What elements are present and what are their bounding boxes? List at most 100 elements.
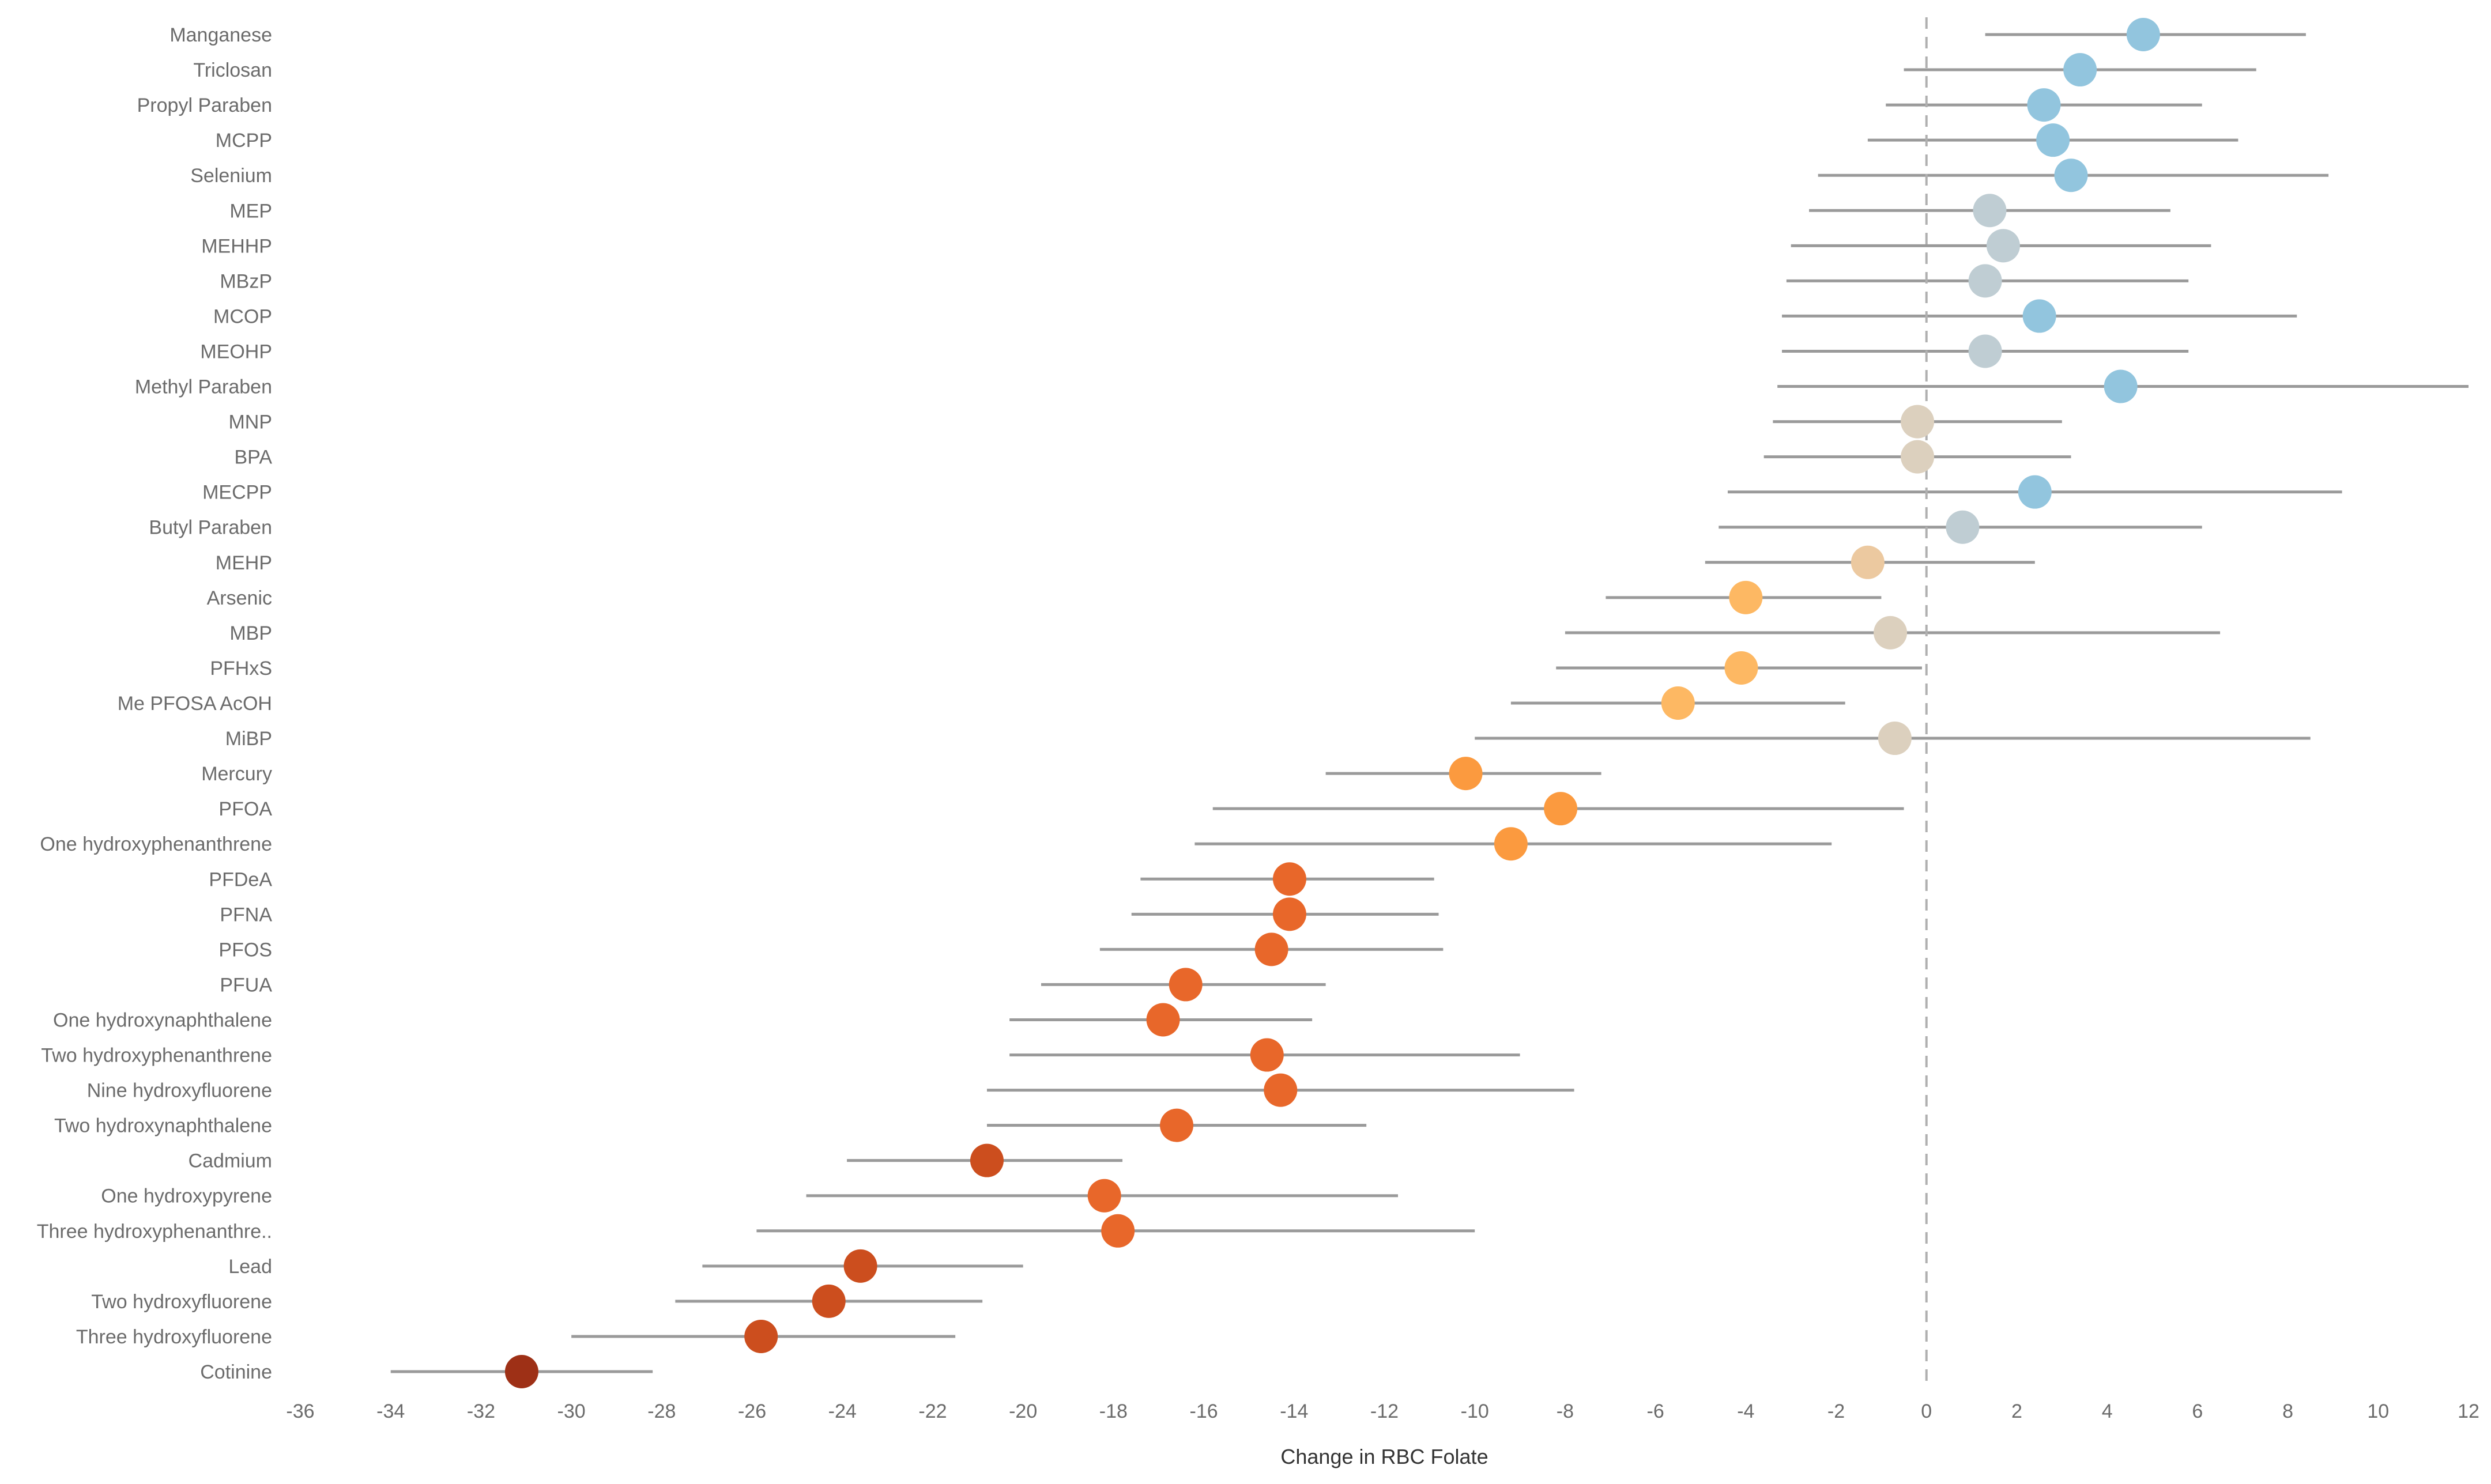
x-tick-label: -2 — [1827, 1400, 1845, 1422]
estimate-dot[interactable] — [1264, 1073, 1298, 1107]
x-tick-label: -30 — [557, 1400, 586, 1422]
category-label: Two hydroxyphenanthrene — [41, 1045, 272, 1067]
x-tick-label: -36 — [286, 1400, 314, 1422]
category-label: Three hydroxyfluorene — [76, 1326, 272, 1348]
x-tick-label: -12 — [1370, 1400, 1399, 1422]
estimate-dot[interactable] — [2054, 158, 2088, 192]
category-label: MEHP — [216, 552, 272, 574]
estimate-dot[interactable] — [744, 1319, 778, 1353]
estimate-dot[interactable] — [1087, 1179, 1121, 1213]
x-tick-label: -22 — [918, 1400, 947, 1422]
category-label: Lead — [228, 1256, 272, 1278]
estimate-dot[interactable] — [2022, 299, 2056, 333]
x-tick-label: -4 — [1737, 1400, 1754, 1422]
category-label: MiBP — [225, 728, 272, 750]
category-label: MECPP — [202, 482, 272, 504]
estimate-dot[interactable] — [1254, 932, 1288, 966]
estimate-dot[interactable] — [1973, 194, 2007, 228]
x-tick-label: -6 — [1647, 1400, 1664, 1422]
category-label: MNP — [228, 411, 272, 433]
category-label: BPA — [234, 447, 272, 469]
category-label: One hydroxyphenanthrene — [40, 833, 272, 855]
estimate-points — [504, 18, 2160, 1388]
estimate-dot[interactable] — [504, 1355, 538, 1388]
estimate-dot[interactable] — [1272, 897, 1306, 931]
estimate-dot[interactable] — [2027, 88, 2061, 122]
estimate-dot[interactable] — [1250, 1038, 1284, 1072]
category-label: MEHHP — [201, 235, 272, 257]
x-tick-label: -26 — [738, 1400, 766, 1422]
category-label: PFOS — [218, 939, 272, 961]
category-label: PFHxS — [210, 658, 272, 679]
estimate-dot[interactable] — [1874, 615, 1908, 650]
x-tick-label: 12 — [2458, 1400, 2479, 1422]
estimate-dot[interactable] — [1449, 757, 1483, 791]
x-tick-label: -28 — [647, 1400, 676, 1422]
category-label: MBzP — [220, 270, 272, 292]
estimate-dot[interactable] — [1729, 580, 1763, 614]
category-label: Manganese — [169, 24, 272, 46]
category-label: Me PFOSA AcOH — [118, 693, 272, 715]
estimate-dot[interactable] — [1494, 827, 1528, 861]
x-tick-label: 6 — [2192, 1400, 2203, 1422]
category-label: Butyl Paraben — [149, 517, 272, 539]
estimate-dot[interactable] — [1901, 405, 1935, 439]
category-label: MCOP — [213, 305, 272, 327]
confidence-intervals — [390, 33, 2469, 1373]
x-tick-label: 2 — [2011, 1400, 2022, 1422]
category-label: PFOA — [218, 798, 272, 820]
estimate-dot[interactable] — [812, 1284, 846, 1318]
estimate-dot[interactable] — [1968, 264, 2002, 298]
x-tick-label: -14 — [1280, 1400, 1308, 1422]
category-labels: Manganese Triclosan Propyl Paraben MCPP Sele… — [37, 24, 273, 1383]
estimate-dot[interactable] — [1661, 686, 1695, 720]
x-tick-label: -16 — [1190, 1400, 1218, 1422]
x-tick-label: -24 — [828, 1400, 857, 1422]
category-label: Arsenic — [207, 587, 272, 609]
category-label: Two hydroxyfluorene — [91, 1291, 272, 1313]
estimate-dot[interactable] — [2104, 369, 2138, 403]
estimate-dot[interactable] — [1968, 334, 2002, 368]
estimate-dot[interactable] — [1146, 1003, 1180, 1037]
x-tick-label: 4 — [2102, 1400, 2113, 1422]
category-label: MBP — [229, 622, 272, 644]
category-label: Nine hydroxyfluorene — [87, 1080, 272, 1102]
category-label: PFUA — [220, 974, 272, 996]
category-label: Mercury — [201, 763, 272, 785]
estimate-dot[interactable] — [1878, 722, 1912, 756]
x-axis-ticks: -36 -34 -32 -30 -28 -26 -24 -22 -20 -18 -16 -14 -12-… — [286, 1400, 2479, 1422]
category-label: MCPP — [216, 130, 272, 152]
estimate-dot[interactable] — [970, 1143, 1004, 1177]
x-tick-label: -32 — [467, 1400, 495, 1422]
x-tick-label: 0 — [1921, 1400, 1932, 1422]
estimate-dot[interactable] — [1272, 862, 1306, 896]
estimate-dot[interactable] — [1724, 651, 1758, 685]
x-tick-label: -34 — [376, 1400, 405, 1422]
category-label: MEP — [229, 200, 272, 222]
category-label: Cadmium — [189, 1150, 272, 1172]
estimate-dot[interactable] — [843, 1249, 877, 1283]
estimate-dot[interactable] — [1986, 229, 2020, 263]
x-tick-label: 10 — [2367, 1400, 2389, 1422]
category-label: Two hydroxynaphthalene — [54, 1115, 272, 1137]
x-axis-title: Change in RBC Folate — [1280, 1445, 1488, 1468]
category-label: Cotinine — [200, 1361, 272, 1383]
estimate-dot[interactable] — [1101, 1214, 1135, 1248]
estimate-dot[interactable] — [1169, 968, 1203, 1002]
category-label: Three hydroxyphenanthre.. — [37, 1221, 272, 1243]
category-label: PFDeA — [209, 869, 272, 890]
category-label: MEOHP — [200, 341, 272, 362]
estimate-dot[interactable] — [1160, 1108, 1194, 1142]
estimate-dot[interactable] — [2063, 53, 2097, 87]
estimate-dot[interactable] — [1851, 545, 1885, 579]
category-label: Methyl Paraben — [135, 376, 272, 398]
estimate-dot[interactable] — [1946, 510, 1980, 544]
estimate-dot[interactable] — [2126, 18, 2160, 51]
estimate-dot[interactable] — [1901, 440, 1935, 474]
estimate-dot[interactable] — [1544, 792, 1578, 826]
estimate-dot[interactable] — [2018, 475, 2052, 509]
category-label: PFNA — [220, 904, 272, 926]
category-label: One hydroxynaphthalene — [53, 1009, 272, 1031]
estimate-dot[interactable] — [2036, 123, 2070, 157]
